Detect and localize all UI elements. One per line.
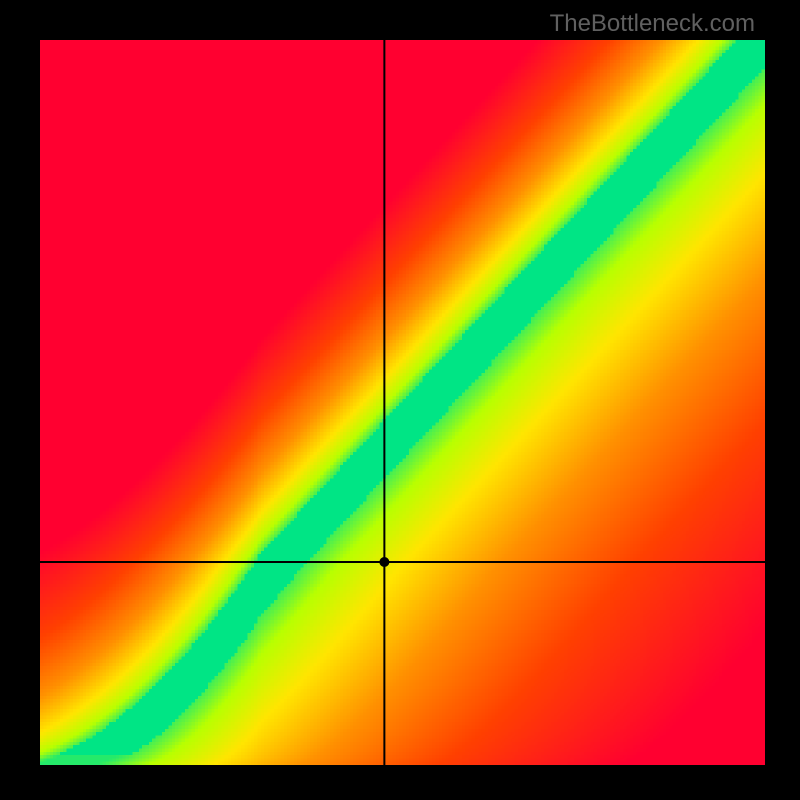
watermark-text: TheBottleneck.com — [550, 10, 755, 38]
heatmap-plot-area — [40, 40, 765, 765]
heatmap-canvas — [40, 40, 765, 765]
